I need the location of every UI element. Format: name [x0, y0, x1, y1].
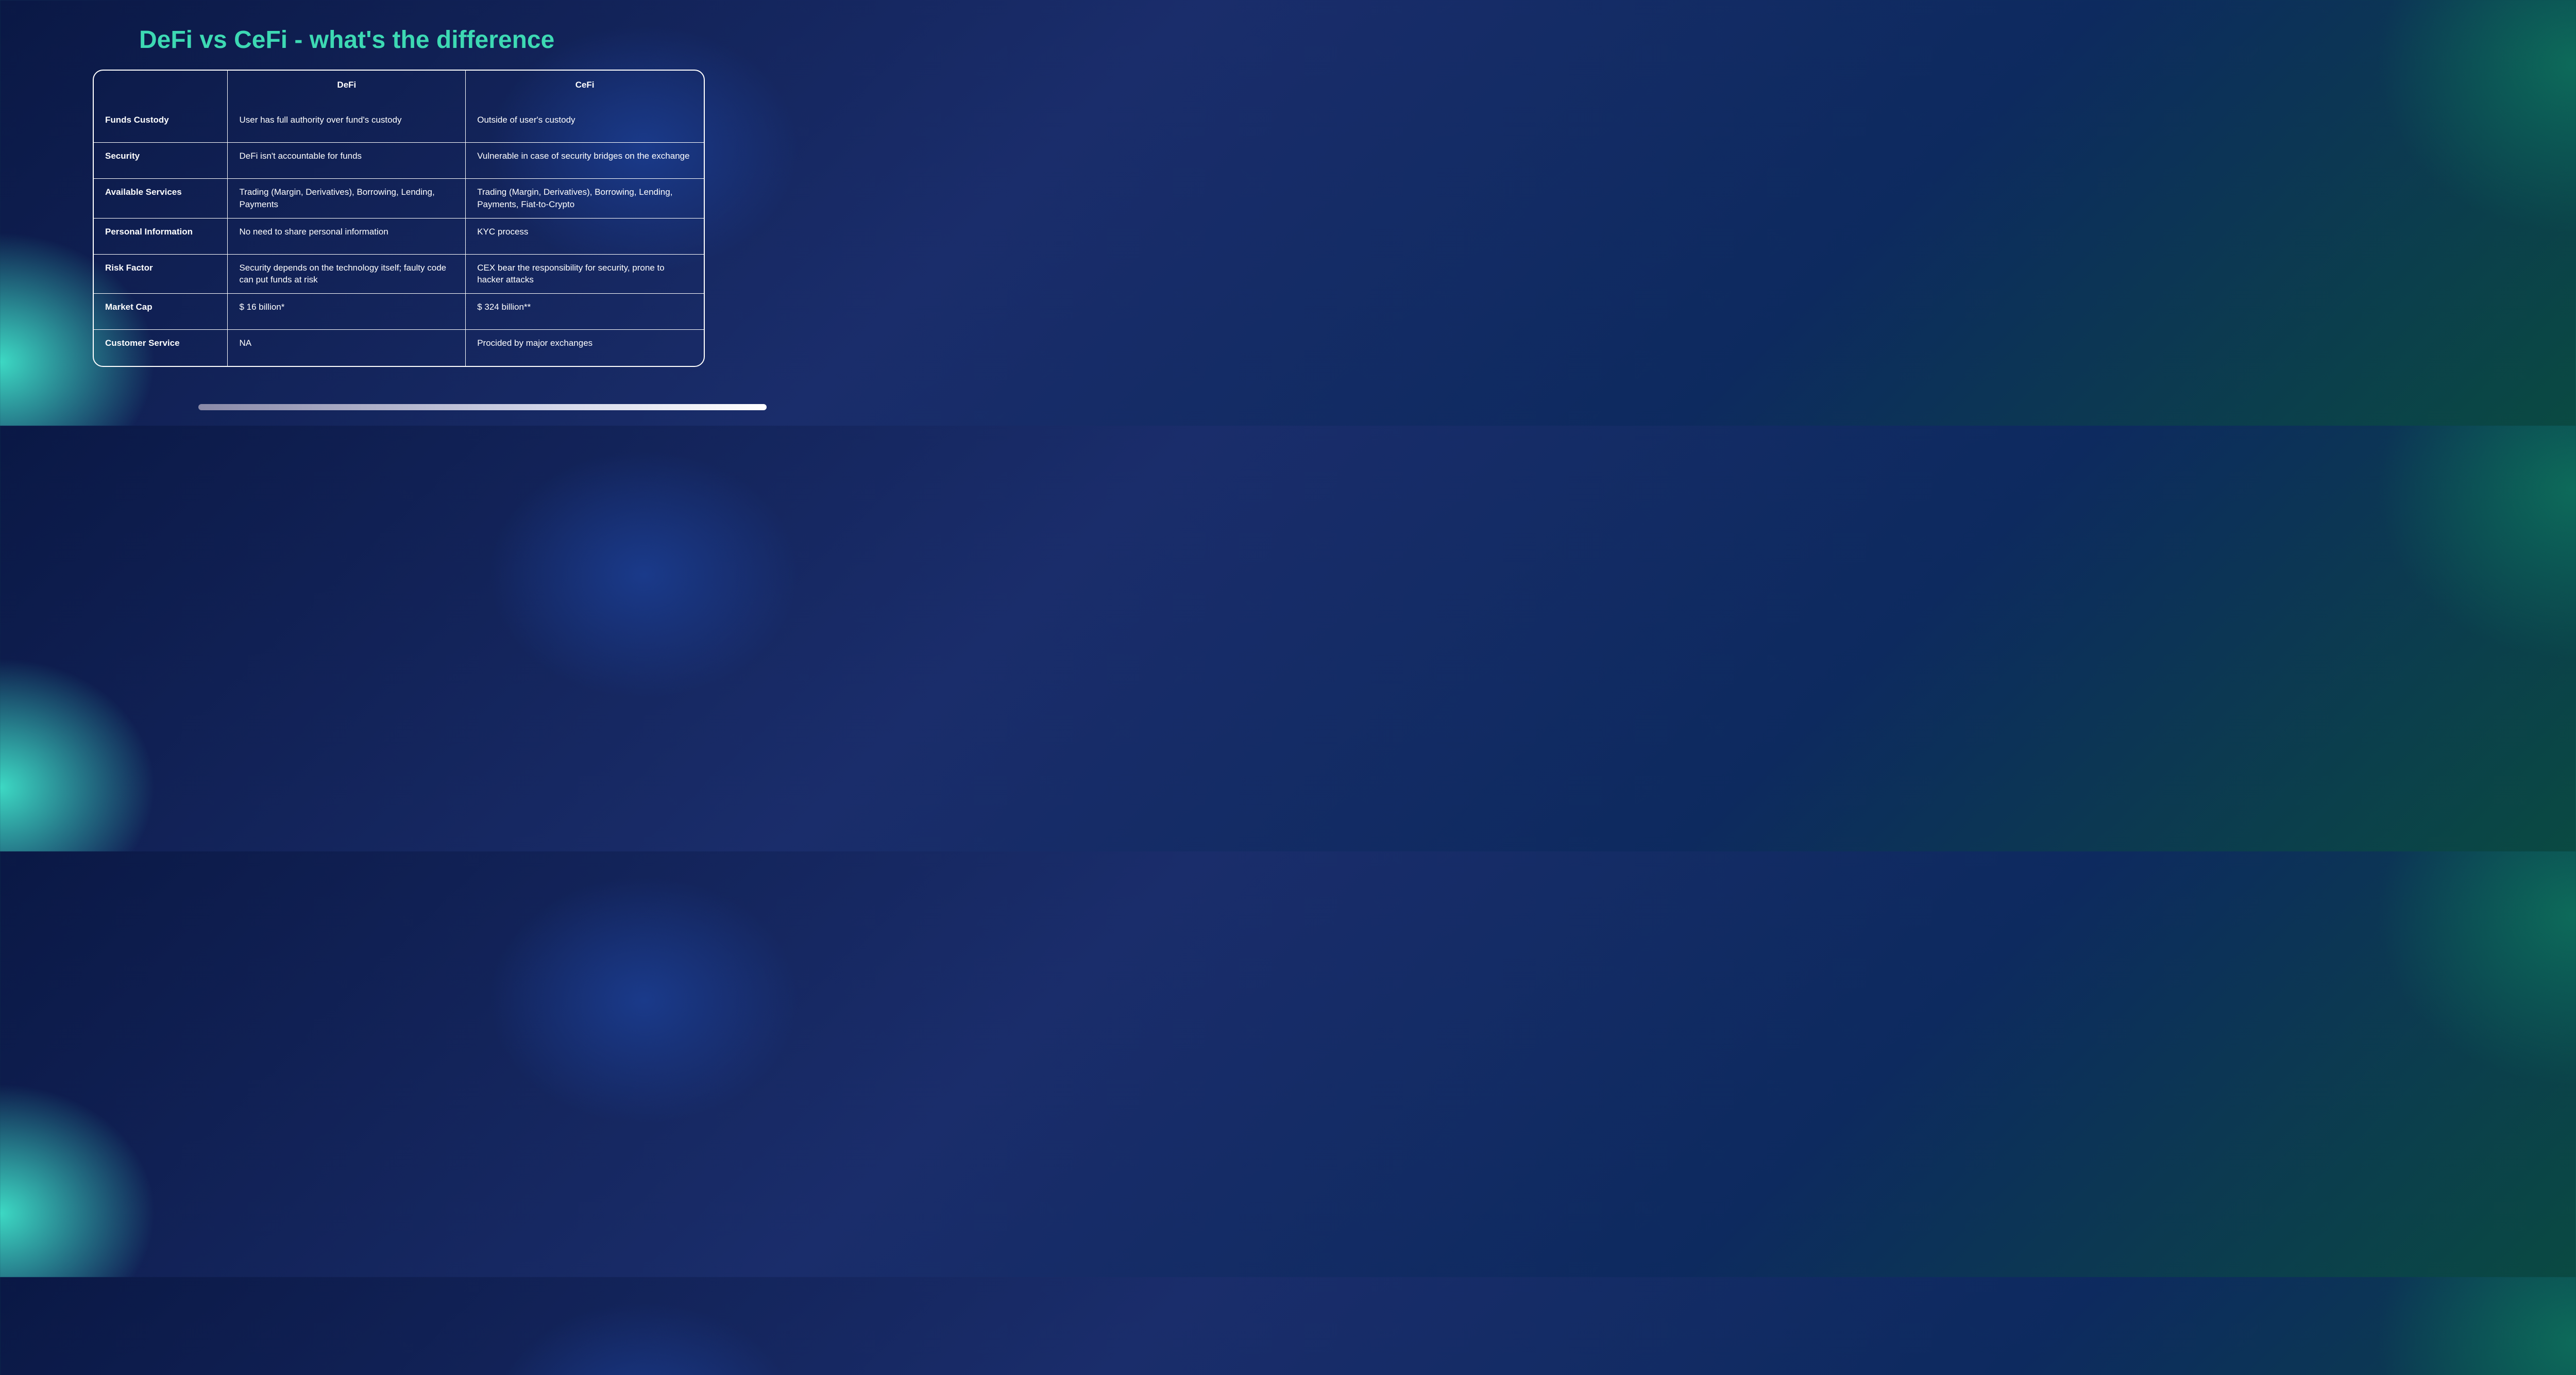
table-row: Funds Custody User has full authority ov…	[94, 107, 704, 143]
row-label: Personal Information	[94, 219, 228, 255]
row-label: Customer Service	[94, 330, 228, 366]
row-label: Security	[94, 143, 228, 179]
table-row: Customer Service NA Procided by major ex…	[94, 330, 704, 366]
header-defi: DeFi	[228, 71, 466, 107]
cell-cefi: CEX bear the responsibility for security…	[466, 255, 704, 294]
header-cefi: CeFi	[466, 71, 704, 107]
cell-defi: User has full authority over fund's cust…	[228, 107, 466, 143]
comparison-table: DeFi CeFi Funds Custody User has full au…	[93, 70, 705, 367]
cell-cefi: Vulnerable in case of security bridges o…	[466, 143, 704, 179]
cell-cefi: KYC process	[466, 219, 704, 255]
infographic-container: DeFi vs CeFi - what's the difference DeF…	[0, 0, 798, 388]
decorative-bar	[198, 404, 767, 410]
cell-defi: Security depends on the technology itsel…	[228, 255, 466, 294]
row-label: Market Cap	[94, 294, 228, 330]
table-row: Personal Information No need to share pe…	[94, 219, 704, 255]
cell-defi: Trading (Margin, Derivatives), Borrowing…	[228, 179, 466, 219]
cell-defi: $ 16 billion*	[228, 294, 466, 330]
table-row: Security DeFi isn't accountable for fund…	[94, 143, 704, 179]
cell-cefi: Procided by major exchanges	[466, 330, 704, 366]
row-label: Funds Custody	[94, 107, 228, 143]
cell-cefi: Trading (Margin, Derivatives), Borrowing…	[466, 179, 704, 219]
table-row: Risk Factor Security depends on the tech…	[94, 255, 704, 294]
table-header-row: DeFi CeFi	[94, 71, 704, 107]
row-label: Available Services	[94, 179, 228, 219]
cell-cefi: $ 324 billion**	[466, 294, 704, 330]
cell-defi: No need to share personal information	[228, 219, 466, 255]
page-title: DeFi vs CeFi - what's the difference	[93, 26, 705, 54]
table-body: Funds Custody User has full authority ov…	[94, 107, 704, 366]
cell-cefi: Outside of user's custody	[466, 107, 704, 143]
header-empty	[94, 71, 228, 107]
table-row: Available Services Trading (Margin, Deri…	[94, 179, 704, 219]
row-label: Risk Factor	[94, 255, 228, 294]
cell-defi: NA	[228, 330, 466, 366]
table-row: Market Cap $ 16 billion* $ 324 billion**	[94, 294, 704, 330]
cell-defi: DeFi isn't accountable for funds	[228, 143, 466, 179]
